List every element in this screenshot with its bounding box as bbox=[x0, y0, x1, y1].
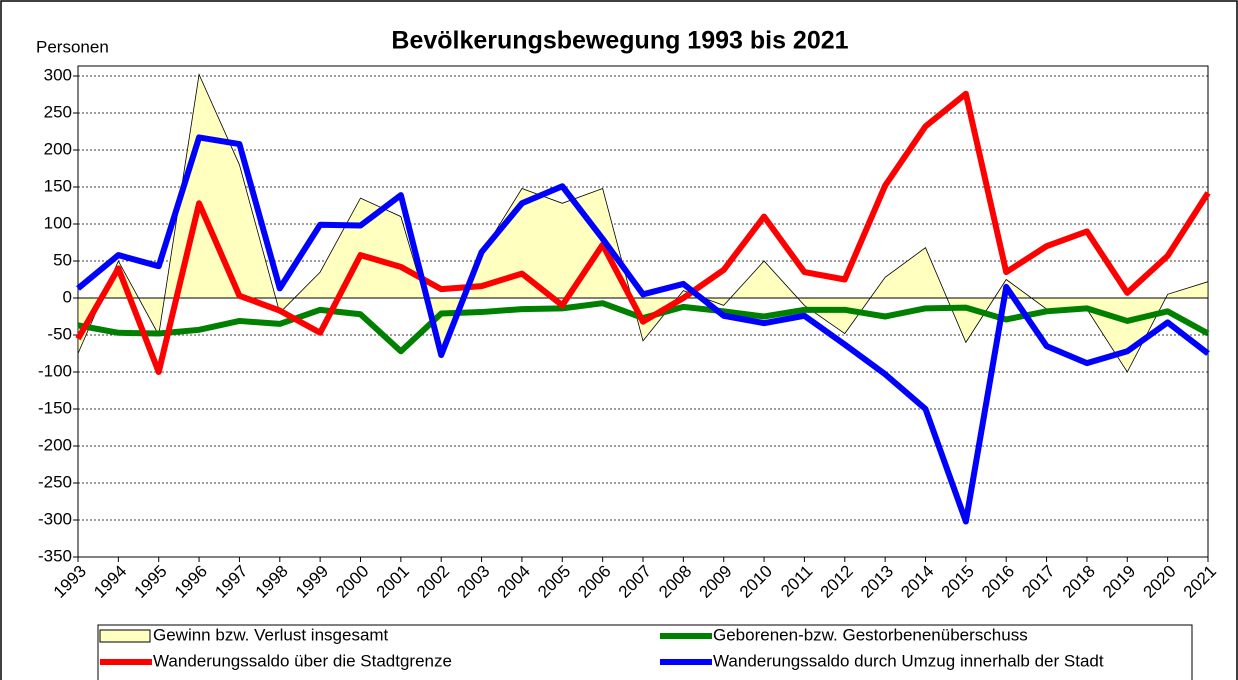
y-tick-label: 150 bbox=[44, 176, 72, 195]
y-tick-label: -150 bbox=[38, 398, 72, 417]
y-axis-label: Personen bbox=[36, 37, 109, 56]
y-tick-label: -300 bbox=[38, 509, 72, 528]
line bbox=[75, 90, 1211, 375]
legend-swatch bbox=[99, 629, 151, 643]
y-tick-label: -350 bbox=[38, 546, 72, 565]
y-tick-label: -250 bbox=[38, 472, 72, 491]
y-tick-label: -50 bbox=[47, 324, 72, 343]
legend-label: Gewinn bzw. Verlust insgesamt bbox=[153, 625, 389, 644]
y-tick-label: 250 bbox=[44, 102, 72, 121]
y-tick-label: -200 bbox=[38, 435, 72, 454]
legend-box bbox=[97, 624, 1193, 680]
y-tick-label: 50 bbox=[53, 250, 72, 269]
y-tick-label: 100 bbox=[44, 213, 72, 232]
legend-label: Geborenen-bzw. Gestorbenenüberschuss bbox=[713, 625, 1028, 644]
y-tick-label: 0 bbox=[63, 287, 72, 306]
legend-label: Wanderungssaldo durch Umzug innerhalb de… bbox=[713, 651, 1104, 670]
legend-label: Wanderungssaldo über die Stadtgrenze bbox=[153, 651, 452, 670]
chart-title: Bevölkerungsbewegung 1993 bis 2021 bbox=[391, 27, 848, 55]
y-tick-label: 200 bbox=[44, 139, 72, 158]
y-tick-label: 300 bbox=[44, 65, 72, 84]
line bbox=[76, 134, 1210, 525]
y-tick-label: -100 bbox=[38, 361, 72, 380]
